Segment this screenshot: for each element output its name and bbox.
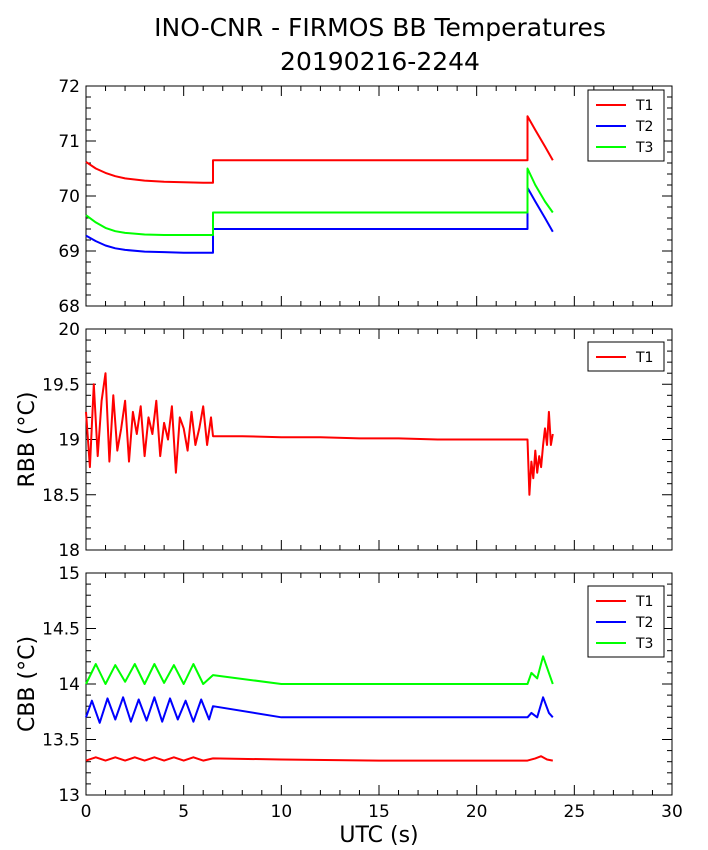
x-tick-label: 10 [271, 802, 293, 822]
y-tick-label: 71 [58, 132, 80, 152]
y-axis-label: CBB (°C) [15, 636, 40, 732]
y-tick-label: 18.5 [42, 486, 80, 506]
panels: 68 69 70 71 72 T1 T2 T3 18 18.5 19 19.5 20 RBB (°C) T1… [15, 77, 683, 848]
legend-label: T3 [635, 636, 653, 652]
panel-1: 68 69 70 71 72 T1 T2 T3 [58, 77, 673, 317]
x-axis-label: UTC (s) [339, 823, 418, 848]
legend-label: T1 [635, 350, 653, 366]
legend-label: T3 [635, 140, 653, 156]
x-tick-label: 0 [81, 802, 92, 822]
legend-label: T2 [635, 119, 653, 135]
x-tick-label: 25 [564, 802, 586, 822]
y-tick-label: 69 [58, 242, 80, 262]
series-line-t1 [85, 115, 554, 184]
legend: T1 [587, 341, 665, 372]
panel-2: 18 18.5 19 19.5 20 RBB (°C) T1 [15, 320, 673, 561]
x-tick-label: 5 [178, 802, 189, 822]
y-tick-label: 15 [58, 564, 80, 584]
legend: T1 T2 T3 [587, 585, 665, 658]
series-line-t3 [85, 167, 554, 236]
y-tick-label: 14 [58, 675, 80, 695]
y-axis-label: RBB (°C) [15, 392, 40, 488]
y-tick-label: 13 [58, 786, 80, 806]
x-tick-label: 15 [368, 802, 390, 822]
plot-frame [85, 85, 673, 307]
legend-label: T2 [635, 615, 653, 631]
y-tick-label: 13.5 [42, 731, 80, 751]
panel-3: 0 5 10 15 20 25 30 13 13.5 14 14.5 15 CBB (°C) UTC (s… [15, 564, 683, 848]
y-tick-label: 20 [58, 320, 80, 340]
legend-label: T1 [635, 594, 653, 610]
y-tick-label: 19 [58, 431, 80, 451]
series-line-t3 [85, 655, 554, 685]
y-tick-label: 14.5 [42, 620, 80, 640]
y-tick-label: 18 [58, 541, 80, 561]
series-line-t2 [85, 186, 554, 254]
chart-title-line2: 20190216-2244 [280, 47, 480, 76]
chart-title-line1: INO-CNR - FIRMOS BB Temperatures [154, 13, 606, 42]
series-line-t1 [85, 372, 554, 496]
y-tick-label: 68 [58, 297, 80, 317]
series-line-t1 [85, 755, 553, 762]
legend-label: T1 [635, 98, 653, 114]
series-line-t2 [85, 696, 554, 724]
x-tick-label: 20 [466, 802, 488, 822]
y-tick-label: 19.5 [42, 375, 80, 395]
y-tick-label: 70 [58, 187, 80, 207]
x-tick-label: 30 [661, 802, 683, 822]
legend: T1 T2 T3 [587, 89, 665, 162]
y-tick-label: 72 [58, 77, 80, 97]
